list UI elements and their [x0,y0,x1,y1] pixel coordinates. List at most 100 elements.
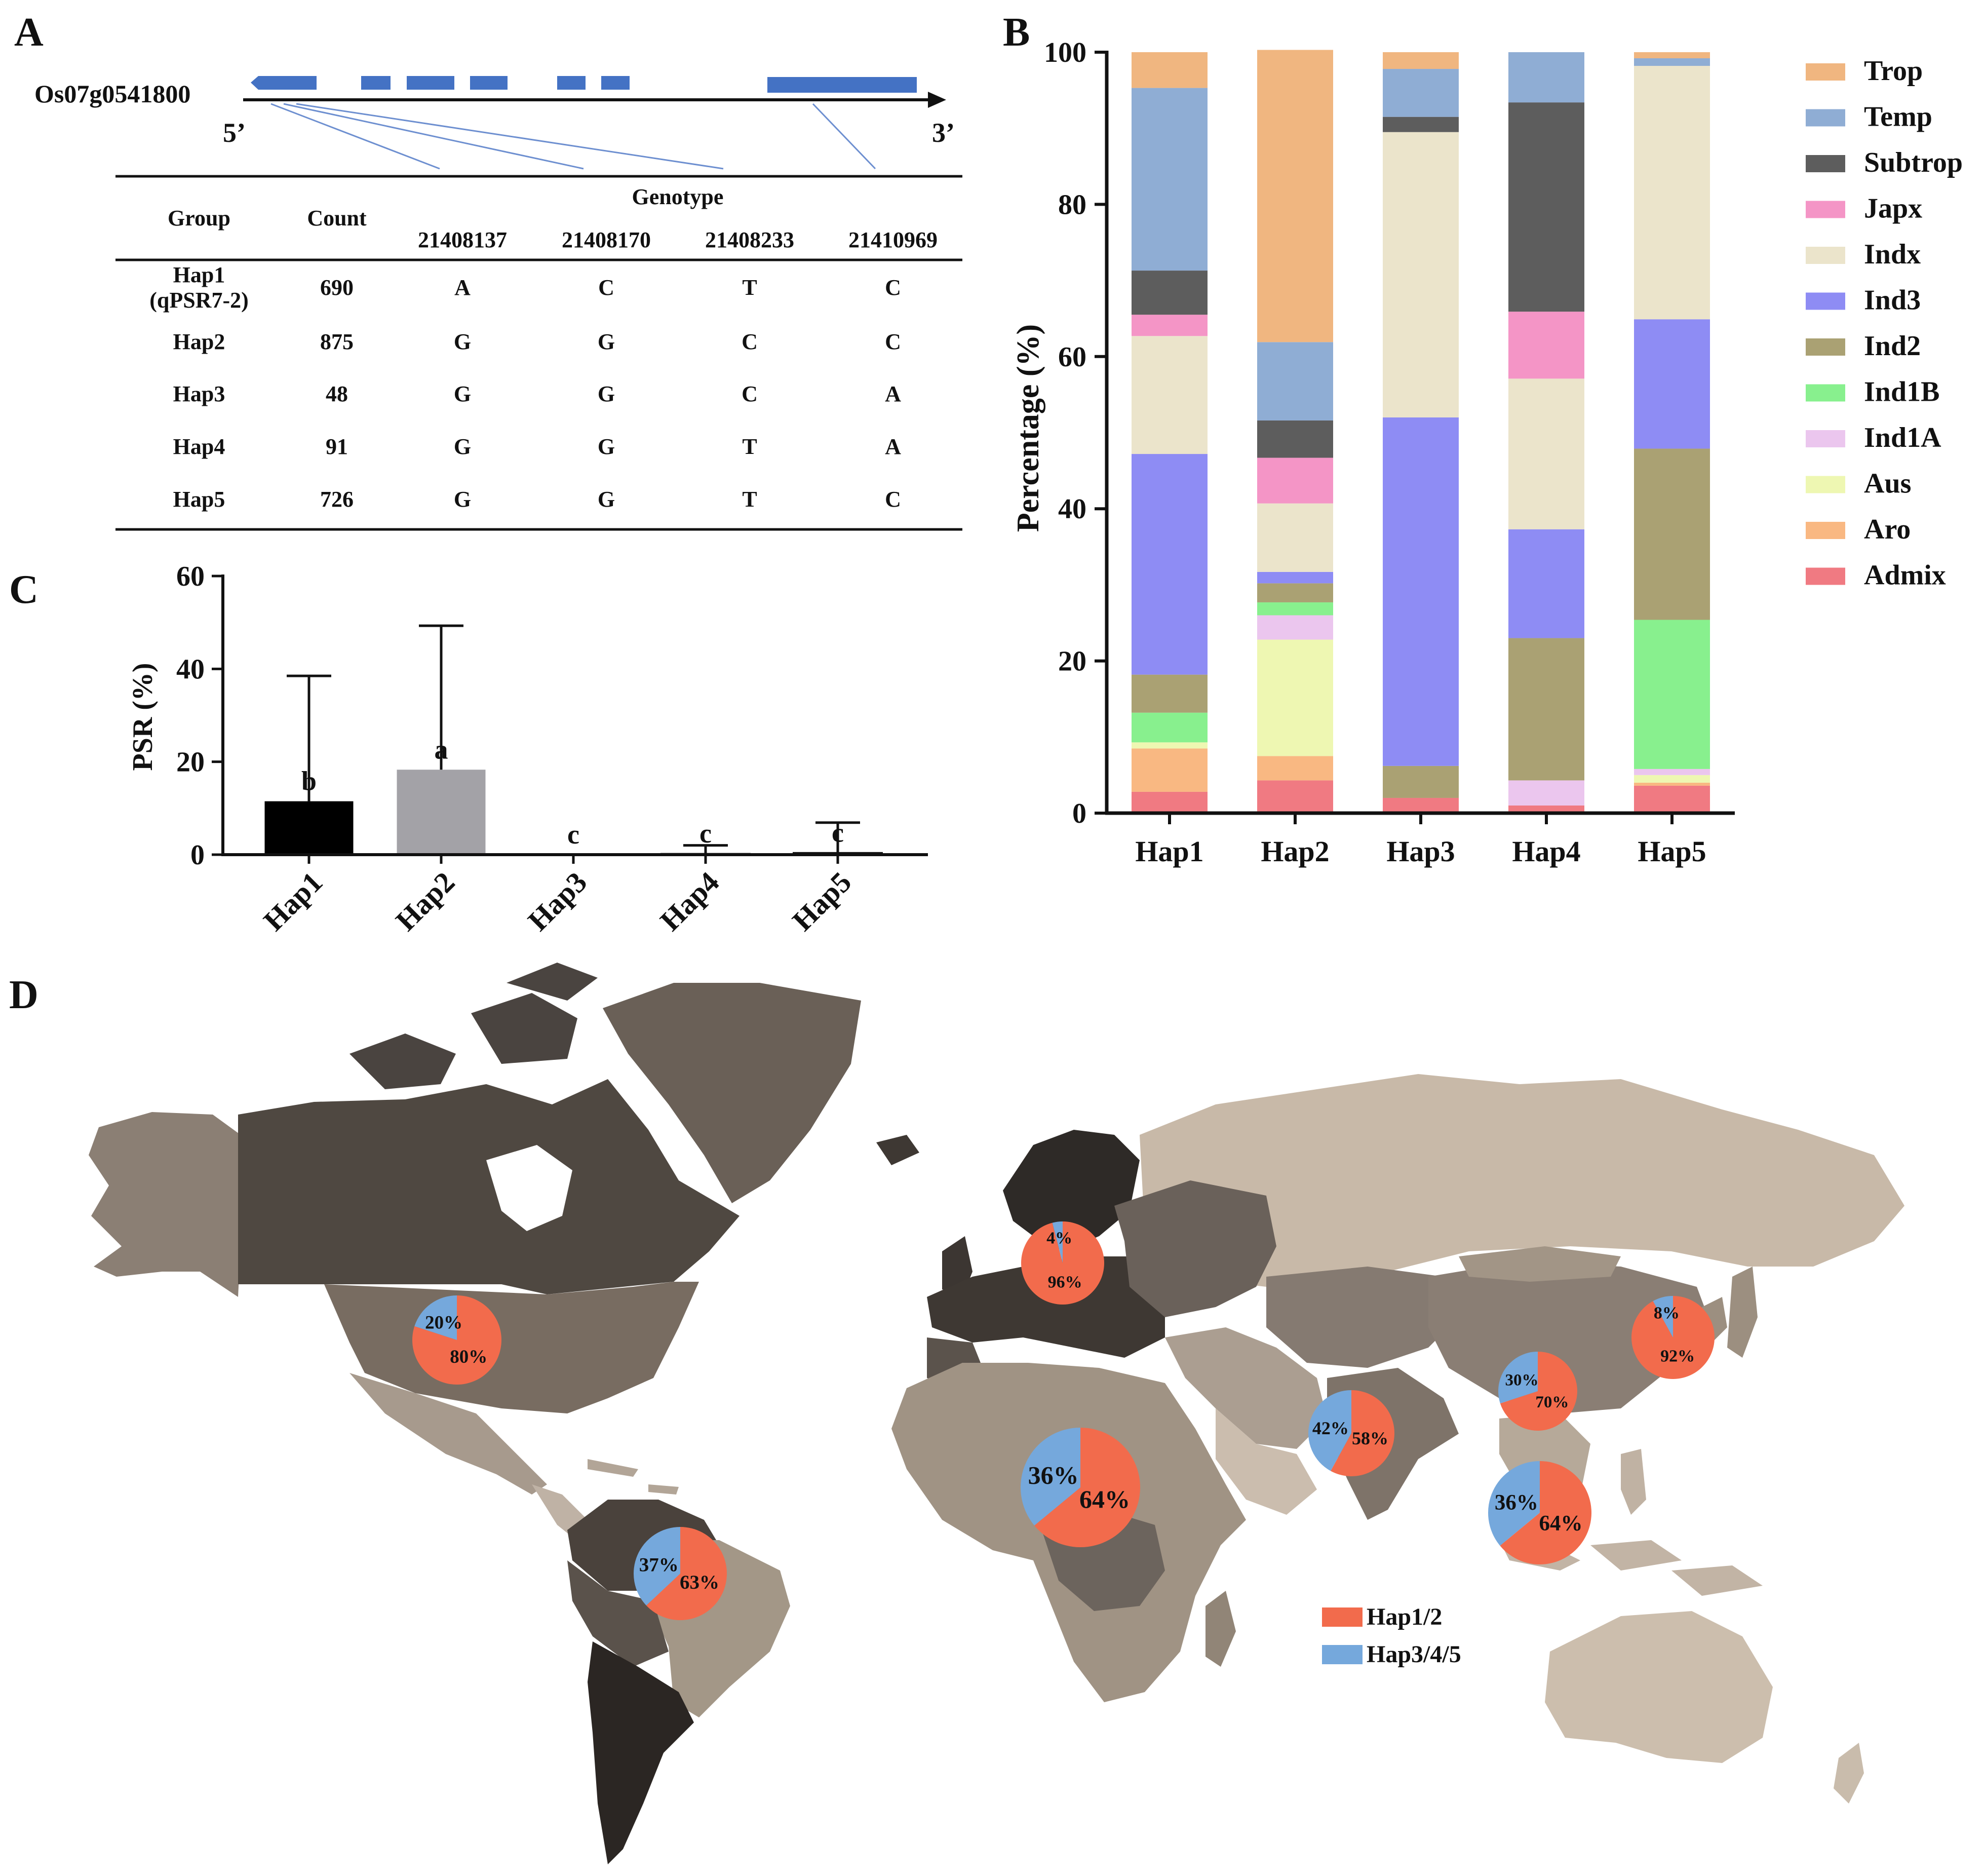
chart-c-ylabel: PSR (%) [127,663,159,771]
map-philippines [1621,1449,1646,1515]
map-korea-japan [1702,1267,1758,1358]
pie-label-hap12: 80% [450,1347,487,1367]
panel-label-b: B [1003,10,1030,55]
map-pie-charts: 80%20%63%37%96%4%64%36%58%42%70%30%92%8%… [412,1221,1715,1621]
pie-label-hap12: 70% [1535,1393,1569,1411]
significance-letter: c [832,817,844,848]
stacked-bar-segment [1508,529,1584,638]
map-central-asia [1266,1267,1459,1368]
chart-b-ylabel: Percentage (%) [1011,324,1045,532]
table-cell-allele: G [454,487,471,512]
stacked-bar-segment [1132,454,1208,675]
table-header-position: 21408170 [562,227,651,252]
significance-letter: b [301,766,317,796]
map-argentina-chile [588,1641,694,1864]
pie-slice-hap12 [646,1527,727,1621]
stacked-bar-segment [1257,583,1333,602]
pie-slice-hap345 [414,1295,457,1340]
table-cell-allele: A [885,381,901,406]
map-greenland [603,983,861,1203]
table-cell-allele: A [454,275,471,300]
table-header-count: Count [307,206,367,231]
psr-bar [264,801,354,855]
map-canada [238,1079,740,1294]
ancestry-stacked-bar-chart: Hap1 Hap2 Hap3 Hap4 Hap5 0 20 40 60 80 100 Percent… [1011,37,1963,868]
map-russia [1140,1074,1904,1287]
stacked-bar-segment [1132,336,1208,454]
legend-label: Aro [1864,514,1911,545]
pie-slice-hap345 [1488,1461,1540,1546]
chart-b-legend: Trop Temp Subtrop Japx Indx Ind3 Ind2 Ind1B Ind1… [1806,55,1963,591]
y-tick-label: 20 [1058,646,1086,677]
stacked-bar-segment [1257,503,1333,572]
significance-letter: c [699,818,712,849]
legend-label: Ind3 [1864,285,1921,316]
genotype-table: Group Count Genotype 21408137 21408170 2… [115,175,962,531]
x-tick-label: Hap5 [786,865,858,937]
stacked-bar-segment [1383,417,1459,766]
gene-axis-arrowhead [928,92,946,108]
exon-block [601,76,630,90]
legend-swatch [1806,292,1845,310]
legend-swatch [1806,201,1845,218]
stacked-bar-segment [1634,620,1710,769]
snp-connector [283,103,584,170]
legend-label: Temp [1864,101,1932,133]
stacked-bar-segment [1132,791,1208,813]
table-cell-count: 875 [320,329,354,354]
stacked-bar-segment [1257,457,1333,504]
stacked-bar-segment [1508,805,1584,813]
x-tick-label: Hap3 [1386,835,1455,868]
stacked-bar-segment [1257,615,1333,640]
legend-swatch [1806,338,1845,356]
stacked-bar-segment [1132,674,1208,713]
stacked-bars [1132,50,1710,813]
x-tick-label: Hap2 [1261,835,1329,868]
legend-swatch [1806,63,1845,81]
chart-b-axes: Hap1 Hap2 Hap3 Hap4 Hap5 0 20 40 60 80 100 [1044,37,1735,868]
table-body: Hap1(qPSR7-2) 690 A C T C Hap2 875 G G C C Hap3 48 G G C… [149,262,901,512]
table-cell-allele: G [598,434,615,459]
table-header-genotype: Genotype [632,184,724,209]
legend-swatch [1806,522,1845,539]
stacked-bar-segment [1383,797,1459,813]
three-prime-label: 3’ [932,118,955,148]
legend-label: Indx [1864,239,1921,270]
exon-block [251,76,317,90]
map-south-america-west [567,1560,669,1667]
legend-label: Ind2 [1864,330,1921,362]
five-prime-label: 5’ [223,118,246,148]
table-cell-allele: C [885,275,901,300]
table-cell-allele: G [454,381,471,406]
pie-label-hap345: 42% [1312,1418,1349,1438]
table-cell-group: Hap3 [173,381,225,406]
pie-slice-hap345 [1052,1221,1063,1263]
table-cell-count: 91 [326,434,348,459]
map-caribbean [588,1459,679,1495]
x-tick-label: Hap4 [654,865,726,937]
table-cell-count: 48 [326,381,348,406]
map-mexico [349,1373,547,1495]
legend-label: Subtrop [1864,147,1963,178]
y-tick-label: 0 [1072,798,1086,829]
stacked-bar-segment [1634,769,1710,775]
stacked-bar-segment [1132,271,1208,315]
table-cell-allele: C [885,329,901,354]
stacked-bar-segment [1508,52,1584,103]
map-eastern-europe [1114,1180,1276,1317]
legend-label: Ind1A [1864,422,1941,453]
stacked-bar-segment [1508,102,1584,312]
pie-slice-hap12 [1500,1351,1577,1431]
stacked-bar-segment [1132,52,1208,88]
psr-bars: b a c c c [264,624,883,856]
pie-slice-hap345 [1020,1428,1080,1526]
table-header-position: 21408137 [418,227,507,252]
world-map [89,963,1904,1864]
stacked-bar-segment [1383,69,1459,117]
pie-label-hap345: 8% [1654,1304,1680,1323]
stacked-bar-segment [1132,315,1208,336]
pie-slice-hap12 [1021,1221,1105,1305]
table-cell-group: Hap2 [173,329,225,354]
pie-slice-hap345 [1653,1296,1673,1337]
map-middle-east [1165,1327,1327,1449]
